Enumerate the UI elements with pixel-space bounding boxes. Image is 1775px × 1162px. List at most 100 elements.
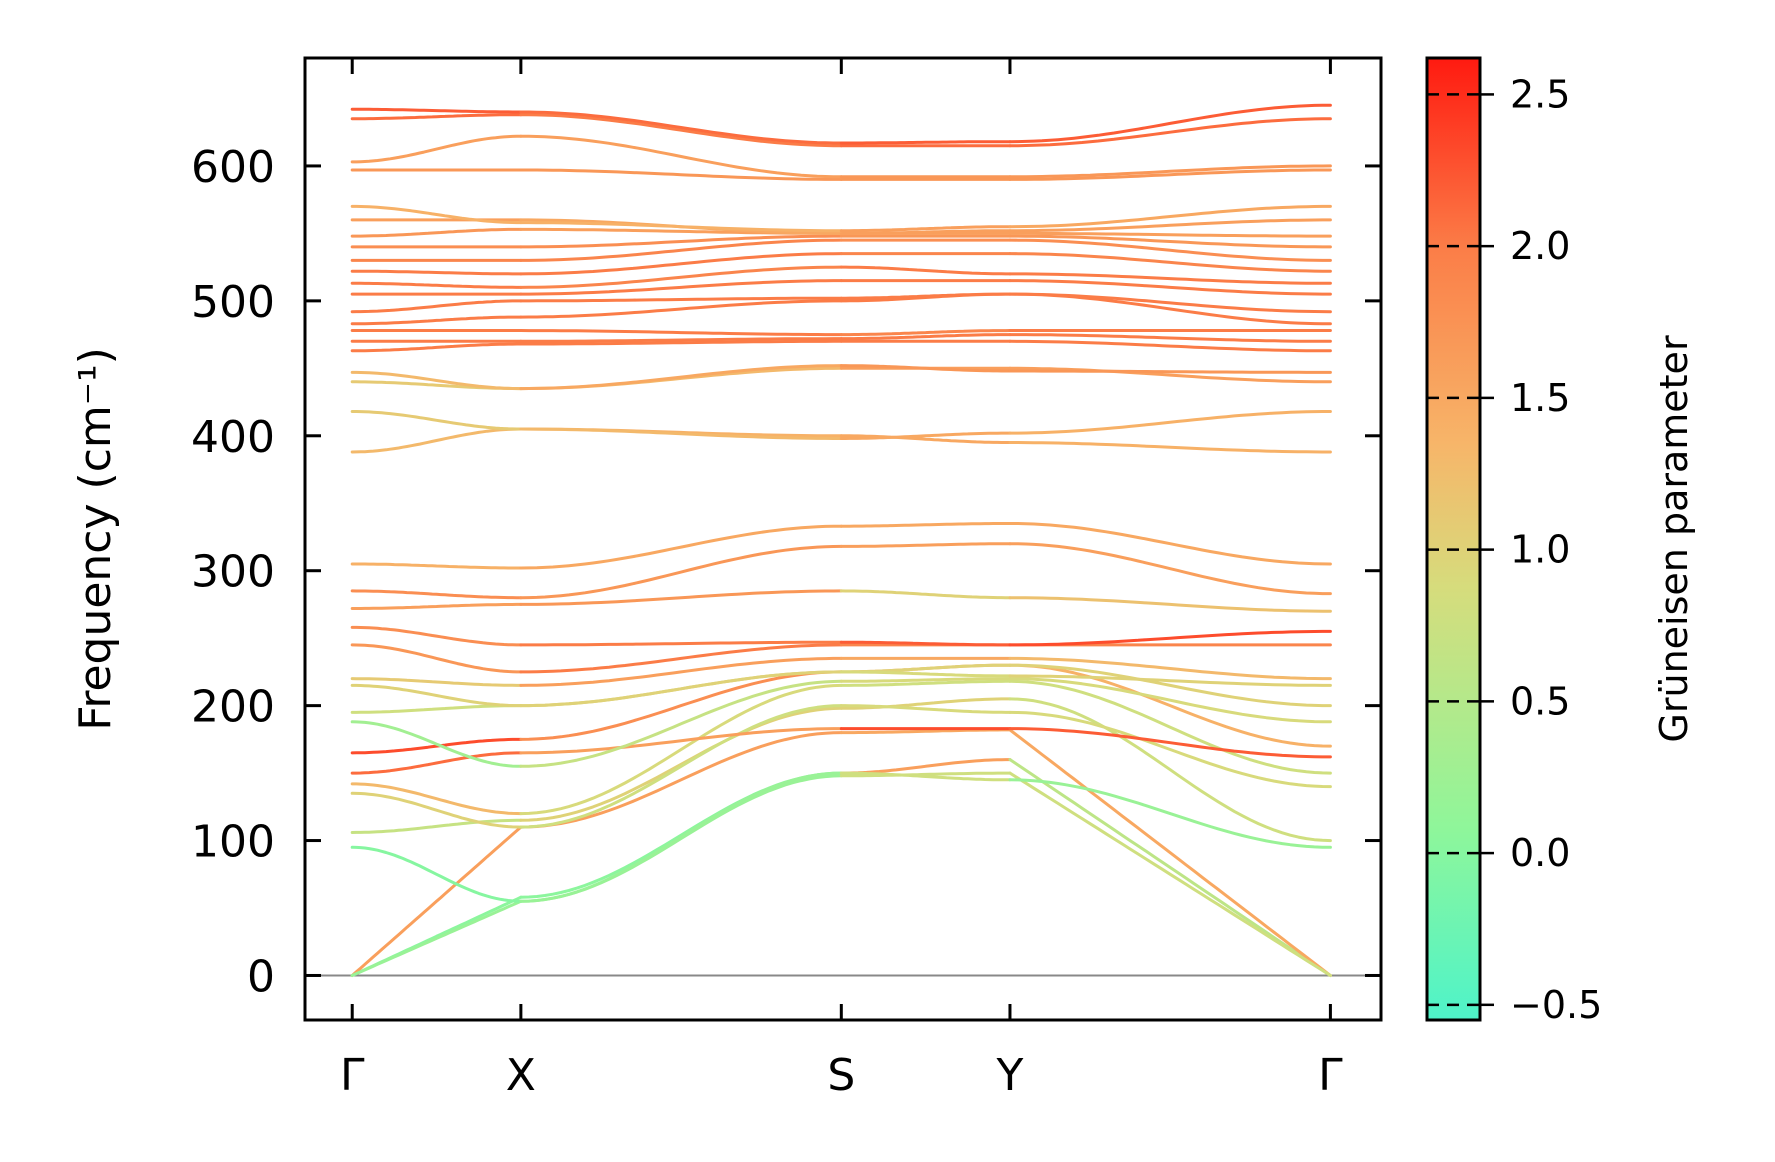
colorbar-tick-label: 1.0 [1510, 528, 1570, 572]
band-22-segment-3 [1008, 339, 1332, 353]
band-29-segment-3 [1008, 252, 1332, 273]
phonon-bands [350, 103, 1332, 977]
band-21-segment-1 [519, 364, 843, 391]
band-0-segment-2 [839, 758, 1012, 775]
band-18-segment-3 [1008, 441, 1332, 454]
band-5-segment-2 [839, 704, 1012, 714]
band-5-segment-3 [1008, 710, 1332, 789]
y-axis-title: Frequency (cm⁻¹) [70, 347, 121, 731]
band-10-segment-0 [350, 704, 523, 714]
band-18-segment-2 [839, 434, 1012, 444]
band-37-segment-0 [350, 113, 523, 121]
band-15-segment-3 [1008, 596, 1332, 613]
band-11-segment-3 [1008, 674, 1332, 687]
band-35-segment-3 [1008, 168, 1332, 181]
x-tick-label: Y [996, 1050, 1024, 1101]
band-19-segment-3 [1008, 410, 1332, 435]
band-32-segment-0 [350, 227, 523, 238]
band-14-segment-1 [519, 640, 843, 647]
band-15-segment-0 [350, 602, 523, 610]
band-14-segment-3 [1008, 629, 1332, 647]
band-4-segment-0 [350, 818, 523, 834]
band-5-segment-1 [519, 704, 843, 829]
band-16-segment-0 [350, 589, 523, 600]
band-14-segment-0 [350, 625, 523, 647]
y-tick-label: 0 [247, 951, 275, 1002]
band-17-segment-0 [350, 562, 523, 570]
band-24-segment-1 [519, 329, 843, 337]
band-5-segment-0 [350, 791, 523, 829]
band-12-segment-3 [1008, 656, 1332, 681]
band-25-segment-1 [519, 299, 843, 319]
band-20-segment-3 [1008, 366, 1332, 384]
band-21-segment-0 [350, 370, 523, 391]
band-24-segment-2 [839, 329, 1012, 337]
band-33-segment-3 [1008, 218, 1332, 233]
band-15-segment-2 [839, 589, 1012, 600]
band-34-segment-2 [839, 225, 1012, 233]
band-28-segment-2 [839, 265, 1012, 276]
band-9-segment-0 [350, 720, 523, 768]
y-tick-label: 400 [191, 412, 275, 463]
band-16-segment-2 [839, 542, 1012, 548]
y-tick-label: 600 [191, 142, 275, 193]
band-13-segment-0 [350, 643, 523, 674]
band-8-segment-1 [519, 670, 843, 741]
band-9-segment-1 [519, 679, 843, 768]
band-18-segment-0 [350, 427, 523, 454]
band-9-segment-2 [839, 677, 1012, 683]
band-30-segment-1 [519, 238, 843, 262]
band-33-segment-2 [839, 229, 1012, 235]
band-26-segment-0 [350, 299, 523, 314]
band-4-segment-1 [519, 706, 843, 822]
band-28-segment-3 [1008, 272, 1332, 285]
band-7-segment-1 [519, 727, 843, 755]
band-7-segment-0 [350, 751, 523, 775]
band-9-segment-3 [1008, 677, 1332, 724]
band-22-segment-1 [519, 339, 843, 346]
band-21-segment-3 [1008, 369, 1332, 374]
y-axis-ticks: 0 100 200 300 400 500 600 [191, 142, 1381, 1002]
colorbar-tick-label: −0.5 [1510, 983, 1602, 1027]
band-38-segment-1 [519, 110, 843, 145]
band-34-segment-3 [1008, 204, 1332, 229]
band-14-segment-2 [839, 640, 1012, 647]
band-12-segment-1 [519, 656, 843, 687]
colorbar-tick-label: 0.0 [1510, 831, 1570, 875]
band-23-segment-2 [839, 333, 1012, 341]
x-tick-label: Γ [340, 1050, 365, 1101]
band-19-segment-0 [350, 410, 523, 431]
x-tick-label: S [827, 1050, 855, 1101]
band-15-segment-1 [519, 589, 843, 606]
band-38-segment-3 [1008, 103, 1332, 144]
band-21-segment-2 [839, 364, 1012, 373]
band-25-segment-0 [350, 315, 523, 326]
band-16-segment-1 [519, 544, 843, 600]
band-2-segment-2 [839, 771, 1012, 778]
band-1-segment-2 [839, 728, 1012, 735]
band-27-segment-1 [519, 279, 843, 296]
band-6-segment-0 [350, 782, 523, 816]
band-27-segment-3 [1008, 279, 1332, 296]
band-38-segment-2 [839, 140, 1012, 145]
band-16-segment-3 [1008, 542, 1332, 596]
band-7-segment-3 [1008, 727, 1332, 759]
band-26-segment-2 [839, 292, 1012, 300]
band-4-segment-3 [1008, 697, 1332, 843]
band-29-segment-0 [350, 269, 523, 276]
band-1-segment-3 [1008, 728, 1332, 977]
band-3-segment-1 [519, 771, 843, 903]
band-37-segment-1 [519, 113, 843, 148]
band-6-segment-2 [839, 679, 1012, 687]
band-26-segment-3 [1008, 292, 1332, 314]
colorbar-ticks: −0.5 0.0 0.5 1.0 1.5 2.0 2.5 [1427, 72, 1602, 1027]
band-34-segment-0 [350, 204, 523, 225]
band-4-segment-2 [839, 697, 1012, 710]
band-35-segment-1 [519, 168, 843, 181]
band-31-segment-1 [519, 234, 843, 249]
band-26-segment-1 [519, 296, 843, 303]
colorbar-tick-label: 2.5 [1510, 72, 1570, 116]
band-28-segment-0 [350, 281, 523, 289]
band-19-segment-1 [519, 427, 843, 440]
